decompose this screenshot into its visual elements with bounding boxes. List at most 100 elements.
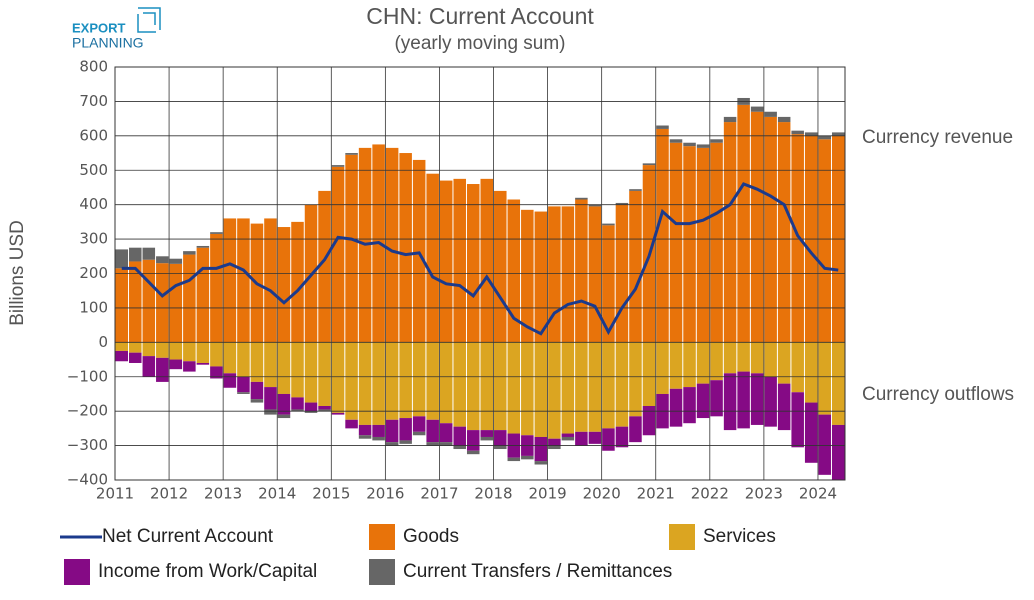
bar-segment: [466, 342, 480, 431]
annotation: Currency outflows: [862, 384, 1014, 405]
bar-segment: [588, 342, 602, 432]
bar-segment: [521, 342, 534, 436]
bar-segment: [412, 416, 426, 432]
bar-segment: [453, 426, 466, 446]
bar-segment: [466, 184, 480, 343]
bar-segment: [750, 342, 764, 374]
bar-segment: [696, 144, 710, 148]
bar-segment: [115, 350, 129, 362]
bar-segment: [831, 342, 845, 425]
y-tick-label: −400: [67, 471, 108, 489]
bar-segment: [723, 122, 737, 343]
bar-segment: [331, 166, 345, 343]
bar-segment: [642, 406, 656, 436]
bar-segment: [629, 342, 642, 417]
bar-segment: [250, 381, 264, 400]
bar-segment: [264, 387, 277, 410]
x-tick-label: 2019: [528, 485, 566, 503]
bar-segment: [602, 223, 615, 226]
y-tick-label: 600: [79, 126, 108, 144]
bar-segment: [534, 461, 548, 465]
bar-segment: [115, 249, 129, 269]
bar-segment: [426, 342, 439, 420]
bar-segment: [548, 342, 561, 439]
bar-segment: [507, 457, 521, 462]
legend-swatch: [669, 524, 695, 550]
bar-segment: [358, 435, 372, 439]
bar-segment: [372, 436, 385, 441]
bar-segment: [210, 342, 223, 367]
legend-swatch: [64, 559, 90, 585]
bar-segment: [304, 402, 318, 412]
bar-segment: [696, 342, 710, 384]
bar-segment: [480, 430, 494, 437]
y-axis-label: Billions USD: [7, 220, 28, 326]
bar-segment: [831, 424, 845, 480]
bar-segment: [412, 342, 426, 417]
bar-segment: [804, 402, 818, 463]
bar-segment: [237, 376, 250, 393]
y-tick-label: −200: [67, 402, 108, 420]
bar-segment: [399, 440, 412, 444]
bar-segment: [791, 134, 804, 343]
bar-segment: [399, 418, 412, 441]
y-tick-label: 100: [79, 298, 108, 316]
bar-segment: [237, 342, 250, 377]
bar-segment: [588, 204, 602, 207]
bar-segment: [318, 406, 331, 410]
bar-segment: [494, 430, 507, 446]
bar-segment: [615, 202, 629, 205]
bar-segment: [169, 263, 183, 343]
bar-segment: [345, 154, 358, 343]
bar-segment: [453, 445, 466, 450]
bar-segment: [399, 342, 412, 419]
x-tick-label: 2015: [312, 485, 350, 503]
bar-segment: [615, 426, 629, 448]
bar-segment: [277, 414, 291, 419]
bar-segment: [183, 342, 196, 362]
x-tick-label: 2014: [258, 485, 296, 503]
bar-segment: [494, 445, 507, 450]
bar-segment: [818, 342, 831, 415]
y-tick-label: 400: [79, 195, 108, 213]
bar-segment: [683, 142, 696, 147]
bar-segment: [331, 412, 345, 415]
chart-title: CHN: Current Account: [366, 3, 594, 29]
bar-segment: [777, 342, 791, 384]
bar-segment: [683, 146, 696, 343]
bar-segment: [480, 436, 494, 441]
bar-segment: [345, 419, 358, 429]
bar-segment: [250, 399, 264, 403]
bar-segment: [737, 342, 750, 372]
bar-segment: [237, 218, 250, 343]
bar-segment: [791, 392, 804, 448]
x-tick-label: 2016: [366, 485, 404, 503]
chart-subtitle: (yearly moving sum): [394, 33, 565, 54]
bar-segment: [291, 221, 304, 343]
bar-segment: [629, 190, 642, 343]
bar-segment: [723, 373, 737, 431]
bar-segment: [291, 397, 304, 410]
x-tick-label: 2013: [204, 485, 242, 503]
y-tick-label: 700: [79, 92, 108, 110]
bar-segment: [426, 419, 439, 443]
bar-segment: [223, 342, 237, 374]
bar-segment: [507, 199, 521, 343]
bar-segment: [223, 218, 237, 343]
bar-segment: [169, 342, 183, 360]
bar-segment: [642, 163, 656, 166]
bar-segment: [480, 178, 494, 343]
bar-segment: [318, 190, 331, 343]
y-tick-label: 200: [79, 264, 108, 282]
bar-segment: [331, 342, 345, 413]
bar-segment: [737, 104, 750, 343]
bar-segment: [831, 132, 845, 136]
bar-segment: [534, 211, 548, 343]
bar-segment: [656, 128, 669, 343]
bar-segment: [196, 245, 210, 248]
bar-segment: [169, 359, 183, 370]
bar-segment: [588, 431, 602, 444]
bar-segment: [223, 373, 237, 388]
bar-segment: [507, 342, 521, 434]
bar-segment: [412, 431, 426, 436]
